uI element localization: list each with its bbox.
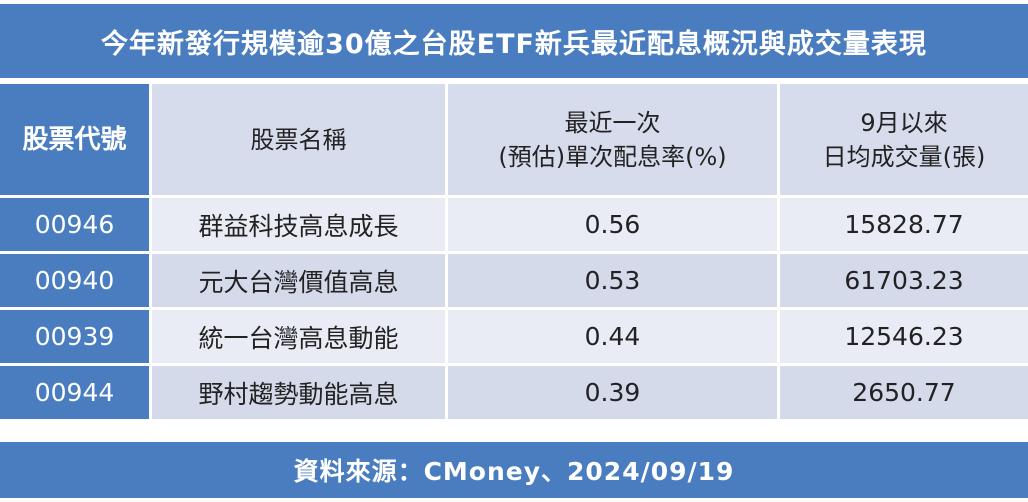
etf-dividend-table: 股票代號 股票名稱 最近一次 (預估)單次配息率(%) 9月以來 日均成交量(張… xyxy=(0,84,1028,422)
stock-code-cell: 00940 xyxy=(0,254,152,310)
header-dividend-yield-line1: 最近一次 xyxy=(564,108,661,137)
data-source-note: 資料來源：CMoney、2024/09/19 xyxy=(0,442,1028,498)
daily-volume-cell: 15828.77 xyxy=(780,198,1028,254)
stock-name-cell: 統一台灣高息動能 xyxy=(152,310,448,366)
daily-volume-cell: 12546.23 xyxy=(780,310,1028,366)
header-row: 股票代號 股票名稱 最近一次 (預估)單次配息率(%) 9月以來 日均成交量(張… xyxy=(0,84,1028,198)
header-stock-name: 股票名稱 xyxy=(152,84,448,198)
table-title: 今年新發行規模逾30億之台股ETF新兵最近配息概況與成交量表現 xyxy=(0,4,1028,78)
header-stock-code: 股票代號 xyxy=(0,84,152,198)
dividend-yield-cell: 0.44 xyxy=(448,310,780,366)
header-dividend-yield-line2: (預估)單次配息率(%) xyxy=(498,142,727,171)
table-row: 00946 群益科技高息成長 0.56 15828.77 xyxy=(0,198,1028,254)
dividend-yield-cell: 0.56 xyxy=(448,198,780,254)
header-dividend-yield: 最近一次 (預估)單次配息率(%) xyxy=(448,84,780,198)
table-row: 00939 統一台灣高息動能 0.44 12546.23 xyxy=(0,310,1028,366)
header-daily-volume-line2: 日均成交量(張) xyxy=(822,142,986,171)
dividend-yield-cell: 0.53 xyxy=(448,254,780,310)
stock-code-cell: 00939 xyxy=(0,310,152,366)
table-row: 00940 元大台灣價值高息 0.53 61703.23 xyxy=(0,254,1028,310)
daily-volume-cell: 61703.23 xyxy=(780,254,1028,310)
header-daily-volume-line1: 9月以來 xyxy=(860,108,948,137)
dividend-yield-cell: 0.39 xyxy=(448,366,780,422)
stock-code-cell: 00946 xyxy=(0,198,152,254)
stock-name-cell: 元大台灣價值高息 xyxy=(152,254,448,310)
header-daily-volume: 9月以來 日均成交量(張) xyxy=(780,84,1028,198)
daily-volume-cell: 2650.77 xyxy=(780,366,1028,422)
table-row: 00944 野村趨勢動能高息 0.39 2650.77 xyxy=(0,366,1028,422)
stock-name-cell: 野村趨勢動能高息 xyxy=(152,366,448,422)
stock-code-cell: 00944 xyxy=(0,366,152,422)
stock-name-cell: 群益科技高息成長 xyxy=(152,198,448,254)
